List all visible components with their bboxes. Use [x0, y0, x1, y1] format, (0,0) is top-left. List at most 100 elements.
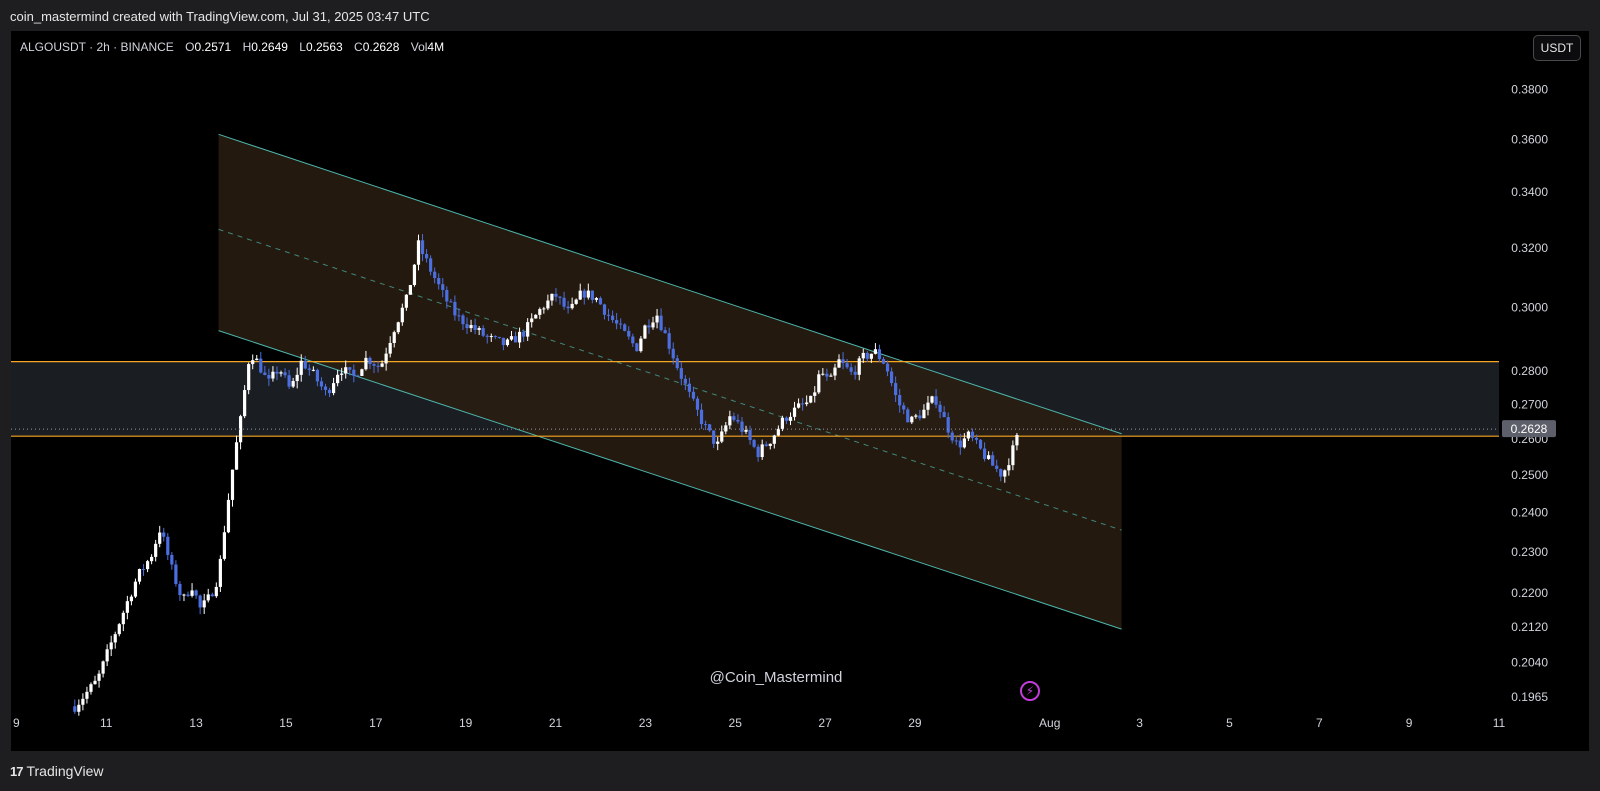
close-label: C: [354, 40, 363, 54]
y-tick-label: 0.1965: [1511, 690, 1548, 704]
candle-body: [792, 407, 797, 417]
candle-body: [485, 335, 489, 337]
candle-body: [849, 367, 853, 372]
symbol-label[interactable]: ALGOUSDT · 2h · BINANCE: [20, 40, 174, 54]
footer-brand[interactable]: 17 TradingView: [10, 763, 104, 779]
candle-body: [829, 375, 833, 377]
candle-body: [574, 299, 578, 304]
candle-body: [598, 298, 603, 305]
candle-body: [950, 432, 954, 441]
y-tick-label: 0.3200: [1511, 241, 1548, 255]
close-value: 0.2628: [362, 40, 400, 54]
currency-unit-button[interactable]: USDT: [1533, 35, 1581, 61]
candle-body: [631, 336, 635, 344]
high-label: H: [242, 40, 252, 54]
candle-body: [259, 358, 263, 373]
candle-body: [760, 444, 764, 458]
candle-body: [534, 314, 538, 319]
candle-body: [497, 336, 501, 338]
candle-body: [663, 330, 667, 334]
candle-body: [594, 298, 599, 300]
low-value: 0.2563: [305, 40, 343, 54]
candle-body: [550, 293, 554, 301]
x-tick-label: 7: [1316, 716, 1323, 730]
candle-body: [457, 315, 461, 317]
candle-body: [578, 290, 582, 300]
candle-body: [744, 429, 748, 432]
candle-body: [182, 594, 186, 596]
lightning-icon[interactable]: ⚡: [1020, 681, 1040, 701]
candle-body: [517, 331, 522, 343]
chart-panel[interactable]: 0.3800 0.3600 0.3400 0.3200 0.3000 0.2800 0.27…: [11, 31, 1589, 751]
channel-fill: [218, 134, 1122, 630]
candle-body: [141, 569, 146, 571]
candle-body: [679, 368, 683, 379]
candle-body: [659, 315, 663, 331]
candle-body: [691, 391, 696, 399]
y-tick-label: 0.2800: [1511, 364, 1548, 378]
candle-body: [740, 421, 744, 432]
candle-body: [619, 323, 623, 325]
candle-body: [214, 586, 218, 597]
candle-body: [784, 417, 789, 421]
candle-body: [105, 649, 109, 662]
x-tick-label: 25: [729, 716, 743, 730]
price-chart[interactable]: 0.3800 0.3600 0.3400 0.3200 0.3000 0.2800 0.27…: [11, 31, 1589, 751]
candle-body: [133, 581, 138, 597]
candle-body: [267, 375, 271, 379]
candle-body: [441, 284, 445, 290]
candle-body: [137, 569, 142, 582]
last-price-label: 0.2628: [1511, 422, 1548, 436]
candle-body: [530, 318, 534, 323]
candle-body: [538, 309, 542, 315]
candle-body: [396, 322, 400, 333]
candle-body: [809, 395, 813, 403]
candle-body: [230, 469, 235, 500]
candle-body: [166, 536, 170, 555]
candle-body: [801, 403, 805, 405]
open-value: 0.2571: [194, 40, 232, 54]
candle-body: [340, 373, 344, 375]
candle-body: [772, 435, 776, 444]
ohlc-legend: ALGOUSDT · 2h · BINANCE O0.2571 H0.2649 …: [20, 40, 452, 54]
candle-body: [796, 403, 801, 408]
candle-body: [449, 301, 453, 303]
candle-body: [999, 468, 1003, 477]
x-tick-label: 9: [1406, 716, 1413, 730]
candle-body: [364, 357, 368, 370]
candle-body: [352, 369, 356, 376]
candle-body: [198, 595, 202, 608]
candle-body: [695, 398, 700, 410]
candle-body: [970, 431, 975, 438]
candle-body: [623, 324, 627, 331]
candle-body: [566, 306, 570, 309]
candle-body: [299, 360, 303, 375]
candle-body: [93, 680, 97, 685]
candle-body: [865, 352, 869, 359]
candle-body: [461, 315, 465, 325]
candle-body: [194, 590, 198, 596]
candle-body: [671, 348, 675, 359]
candle-body: [501, 337, 506, 346]
candle-body: [368, 357, 372, 365]
x-tick-label: 17: [369, 716, 383, 730]
candle-body: [655, 315, 659, 323]
candle-body: [873, 349, 878, 354]
candle-body: [210, 594, 214, 597]
last-price-label-bg: [1502, 420, 1556, 438]
x-tick-label: 11: [100, 716, 113, 730]
candle-body: [125, 601, 129, 613]
candle-body: [251, 360, 255, 365]
candle-body: [554, 293, 558, 297]
candle-body: [930, 396, 934, 403]
candle-body: [712, 430, 716, 444]
candle-body: [716, 441, 720, 444]
candle-body: [942, 411, 946, 418]
candle-body: [861, 352, 865, 359]
candle-body: [315, 369, 320, 382]
candle-body: [513, 336, 518, 343]
x-tick-label: 27: [818, 716, 832, 730]
candle-body: [158, 532, 162, 544]
candle-body: [271, 371, 275, 379]
candle-body: [412, 264, 417, 285]
